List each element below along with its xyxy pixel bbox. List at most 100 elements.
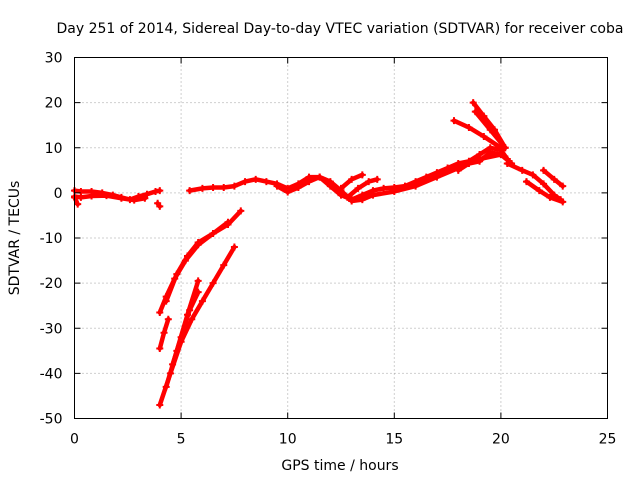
series-trace-c2 [345, 177, 380, 200]
data-point [156, 202, 164, 210]
data-point [230, 243, 238, 251]
data-point [348, 175, 356, 183]
data-point [220, 261, 228, 269]
data-point [230, 182, 238, 190]
data-point [164, 315, 172, 323]
data-point [117, 194, 125, 202]
y-tick-label: 20 [45, 96, 63, 112]
data-point [358, 171, 366, 179]
data-point [486, 126, 494, 134]
data-point [365, 178, 373, 186]
data-point [480, 132, 488, 140]
data-point [450, 117, 458, 125]
series-trace-b3 [456, 150, 514, 173]
data-point [194, 239, 202, 247]
data-point [503, 160, 511, 168]
y-tick-label: 0 [54, 186, 63, 202]
data-point [162, 383, 170, 391]
y-tick-label: 10 [45, 141, 63, 157]
x-tick-labels: 0 5 10 15 20 25 [70, 432, 616, 448]
x-tick-label: 10 [279, 432, 297, 448]
data-point [412, 182, 420, 190]
plot-frame [74, 57, 608, 419]
data-point [529, 171, 537, 179]
y-tick-label: -40 [40, 366, 63, 382]
y-tick-label: 30 [45, 51, 63, 67]
data-point [465, 160, 473, 168]
data-point [209, 279, 217, 287]
data-point [497, 151, 505, 159]
data-point [550, 175, 558, 183]
data-point [373, 175, 381, 183]
data-point [88, 192, 96, 200]
y-tick-label: -10 [40, 231, 63, 247]
data-point [294, 183, 302, 191]
data-point [209, 229, 217, 237]
data-point [559, 182, 567, 190]
data-point [305, 178, 313, 186]
data-point [237, 207, 245, 215]
x-tick-label: 25 [599, 432, 617, 448]
data-point [77, 188, 85, 196]
series-trace-b2 [274, 152, 504, 204]
data-point [186, 306, 194, 314]
data-point [194, 277, 202, 285]
data-point [535, 187, 543, 195]
data-point [540, 180, 548, 188]
data-point [380, 184, 388, 192]
data-point [518, 166, 526, 174]
data-point [74, 200, 82, 208]
data-point [162, 297, 170, 305]
y-tick-label: -50 [40, 412, 63, 428]
data-point [433, 173, 441, 181]
data-point [316, 173, 324, 181]
data-point [559, 198, 567, 206]
series-trace-d2 [524, 179, 565, 205]
data-point [465, 123, 473, 131]
data-point [337, 184, 345, 192]
data-point [273, 182, 281, 190]
data-point [343, 193, 351, 201]
y-tick-label: -20 [40, 276, 63, 292]
y-tick-label: -30 [40, 321, 63, 337]
data-point [471, 108, 479, 116]
data-point [177, 333, 185, 341]
data-point [262, 178, 270, 186]
data-point [198, 184, 206, 192]
data-point [546, 193, 554, 201]
data-point [241, 178, 249, 186]
series-trace-f2 [163, 219, 231, 304]
x-axis-label: GPS time / hours [281, 458, 398, 474]
series-trace-b [187, 145, 510, 202]
data-point [130, 196, 138, 204]
data-point [348, 197, 356, 205]
y-axis-label: SDTVAR / TECUs [7, 181, 23, 296]
data-point [209, 183, 217, 191]
data-point [252, 175, 260, 183]
series-group [71, 99, 567, 409]
data-point [476, 157, 484, 165]
x-tick-label: 20 [492, 432, 510, 448]
data-point [156, 345, 164, 353]
y-tick-labels: 30 20 10 0 -10 -20 -30 -40 -50 [40, 51, 63, 428]
grid [74, 57, 608, 419]
data-point [469, 99, 477, 107]
x-tick-label: 15 [385, 432, 403, 448]
data-point [169, 360, 177, 368]
data-point [156, 187, 164, 195]
data-point [326, 178, 334, 186]
data-point [173, 270, 181, 278]
data-point [198, 297, 206, 305]
data-point [220, 183, 228, 191]
data-point [77, 193, 85, 201]
data-point [390, 188, 398, 196]
data-point [522, 178, 530, 186]
data-point [369, 191, 377, 199]
data-point [186, 187, 194, 195]
data-point [156, 308, 164, 316]
data-point [358, 196, 366, 204]
data-point [194, 288, 202, 296]
series-trace-h3 [170, 289, 201, 367]
data-point [540, 166, 548, 174]
